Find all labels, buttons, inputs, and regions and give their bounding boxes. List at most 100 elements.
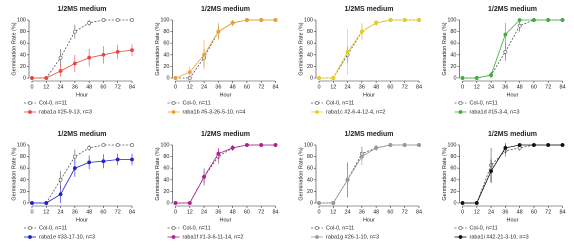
data-point <box>187 201 192 205</box>
legend-label: Col-0, n=11 <box>39 225 67 231</box>
x-tick-label: 12 <box>43 209 49 215</box>
data-point <box>101 18 106 22</box>
chart: 1/2MS medium Germination Rate (%) Hour 0 20 4… <box>155 131 279 241</box>
legend-label: Col-0, n=11 <box>470 225 498 231</box>
legend-marker <box>28 235 32 239</box>
x-tick-label: 48 <box>373 84 379 90</box>
x-tick-label: 36 <box>359 209 365 215</box>
x-tick-label: 0 <box>461 84 464 90</box>
x-tick-label: 84 <box>559 84 565 90</box>
data-point <box>202 175 206 179</box>
x-tick-label: 36 <box>502 84 508 90</box>
y-tick-label: 80 <box>163 154 169 160</box>
y-tick-label: 0 <box>310 75 313 81</box>
y-tick-label: 40 <box>450 52 456 58</box>
x-tick-label: 48 <box>230 209 236 215</box>
x-tick-label: 12 <box>187 84 193 90</box>
x-tick-label: 36 <box>72 209 78 215</box>
data-point <box>402 18 407 22</box>
series-line <box>319 144 419 204</box>
x-tick-label: 24 <box>58 84 64 90</box>
chart: 1/2MS medium Germination Rate (%) Hour 0 20 4… <box>11 131 135 241</box>
data-point <box>30 201 34 205</box>
y-tick-label: 40 <box>163 177 169 183</box>
y-tick-label: 60 <box>20 166 26 172</box>
y-tick-label: 0 <box>166 75 169 81</box>
data-point <box>115 143 120 147</box>
data-point <box>259 18 264 22</box>
chart: 1/2MS medium Germination Rate (%) Hour 0 20 4… <box>155 6 279 116</box>
series-line <box>462 19 563 79</box>
chart: 1/2MS medium Germination Rate (%) Hour 0 20 4… <box>442 6 566 116</box>
y-tick-label: 80 <box>307 29 313 35</box>
data-point <box>517 18 522 22</box>
y-tick-label: 0 <box>23 75 26 81</box>
y-tick-label: 40 <box>307 52 313 58</box>
y-tick-label: 100 <box>17 142 26 148</box>
data-point <box>317 76 321 80</box>
data-point <box>532 143 536 147</box>
x-tick-label: 0 <box>30 209 33 215</box>
y-tick-label: 100 <box>160 17 169 23</box>
data-point <box>101 159 106 164</box>
y-tick-label: 40 <box>307 177 313 183</box>
y-tick-label: 40 <box>20 52 26 58</box>
y-tick-label: 0 <box>453 75 456 81</box>
x-tick-label: 84 <box>416 209 422 215</box>
y-tick-label: 40 <box>450 177 456 183</box>
data-point <box>58 55 63 60</box>
data-point <box>317 201 321 205</box>
data-point <box>87 55 92 60</box>
x-tick-label: 36 <box>359 84 365 90</box>
legend-label: raba1b #5-3-26-5-10, n=4 <box>183 109 246 115</box>
y-axis-label: Germination Rate (%) <box>11 22 17 75</box>
legend-label: Col-0, n=11 <box>183 100 211 106</box>
data-point <box>72 154 77 159</box>
data-point <box>44 201 49 205</box>
data-point <box>259 143 264 147</box>
data-point <box>173 76 178 80</box>
data-point <box>474 201 479 205</box>
x-tick-label: 24 <box>488 84 494 90</box>
x-tick-label: 12 <box>330 209 336 215</box>
x-tick-label: 60 <box>387 84 393 90</box>
data-point <box>130 143 134 147</box>
series-line <box>32 144 132 204</box>
y-tick-label: 20 <box>20 189 26 195</box>
data-point <box>503 32 508 37</box>
x-axis-label: Hour <box>76 92 88 98</box>
y-tick-label: 20 <box>20 64 26 70</box>
data-point <box>517 23 522 28</box>
data-point <box>72 61 77 66</box>
data-point <box>44 76 49 80</box>
x-tick-label: 48 <box>517 84 523 90</box>
y-tick-label: 100 <box>447 17 456 23</box>
data-point <box>173 201 178 205</box>
data-point <box>115 18 120 22</box>
x-tick-label: 84 <box>416 84 422 90</box>
x-tick-label: 60 <box>100 84 106 90</box>
data-point <box>517 143 522 147</box>
y-axis-label: Germination Rate (%) <box>11 147 17 200</box>
data-point <box>101 52 106 57</box>
data-point <box>417 18 421 22</box>
y-tick-label: 60 <box>450 166 456 172</box>
legend-label: Col-0, n=11 <box>470 100 498 106</box>
y-tick-label: 80 <box>450 154 456 160</box>
data-point <box>388 143 393 147</box>
series-line <box>175 19 276 79</box>
legend-marker <box>28 226 32 230</box>
y-tick-label: 0 <box>453 200 456 206</box>
legend-label: raba1e #33-17-10, n=3 <box>39 234 95 240</box>
x-tick-label: 24 <box>58 209 64 215</box>
y-tick-label: 40 <box>20 177 26 183</box>
series-line <box>32 159 132 204</box>
x-tick-label: 84 <box>272 209 278 215</box>
y-axis-label: Germination Rate (%) <box>298 22 304 75</box>
y-axis-label: Germination Rate (%) <box>298 147 304 200</box>
data-point <box>245 143 249 147</box>
legend-marker <box>315 110 319 114</box>
x-axis-label: Hour <box>363 92 375 98</box>
x-tick-label: 60 <box>531 209 537 215</box>
